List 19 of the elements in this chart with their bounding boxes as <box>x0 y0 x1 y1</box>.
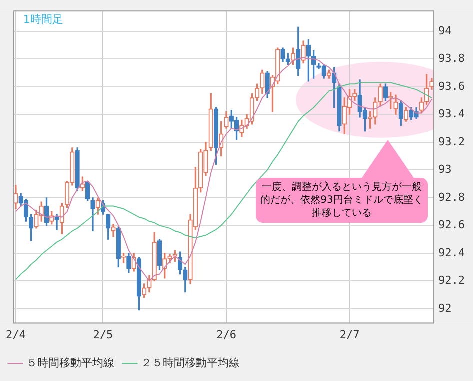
legend-label: ２５時間移動平均線 <box>141 356 240 370</box>
y-tick-label: 92 <box>438 302 452 315</box>
y-tick-label: 93.8 <box>438 52 466 66</box>
y-tick-label: 92.2 <box>438 274 466 288</box>
chart-title: 1時間足 <box>23 12 64 26</box>
y-tick-label: 93 <box>438 163 452 176</box>
y-tick-label: 94 <box>438 24 452 38</box>
annotation: 一度、調整が入るという見方が一般的だが、依然93円台ミドルで底堅く推移している <box>256 178 428 223</box>
y-tick-label: 93.4 <box>438 108 466 121</box>
x-tick-label: 2/4 <box>6 328 26 342</box>
y-tick-label: 93.6 <box>438 80 466 93</box>
y-tick-label: 92.8 <box>438 190 466 204</box>
x-tick-label: 2/5 <box>93 328 114 342</box>
y-tick-label: 92.6 <box>438 218 466 232</box>
x-tick-label: 2/7 <box>340 328 360 342</box>
y-tick-label: 92.4 <box>438 246 466 260</box>
x-tick-label: 2/6 <box>216 328 236 342</box>
y-tick-label: 93.2 <box>438 135 466 148</box>
legend-label: ５時間移動平均線 <box>26 356 114 370</box>
